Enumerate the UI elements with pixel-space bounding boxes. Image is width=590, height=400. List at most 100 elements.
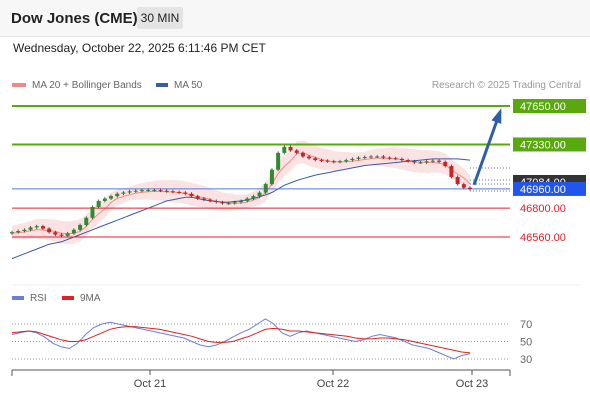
candle-body — [325, 160, 330, 162]
candle-body — [90, 206, 95, 218]
candle-body — [22, 229, 27, 231]
level-tag-bg-47330.00 — [513, 137, 586, 152]
candle-body — [158, 190, 163, 192]
legend-rsi-ma: 9MA — [62, 293, 101, 304]
candle-body — [288, 146, 293, 151]
candle-body — [239, 200, 243, 203]
candle-body — [412, 161, 417, 163]
candle-body — [183, 192, 188, 194]
rsi-tick-30: 30 — [520, 354, 532, 366]
level-tag-46560.00: 46560.00 — [520, 232, 566, 244]
timeframe-badge[interactable]: 30 MIN — [137, 7, 183, 29]
candle-body — [350, 158, 355, 161]
rsi-ma-swatch — [62, 296, 74, 301]
candle-body — [269, 169, 274, 185]
candle-body — [16, 230, 21, 233]
candle-body — [59, 234, 64, 236]
legend-ma50: MA 50 — [156, 80, 202, 91]
candle-body — [430, 160, 435, 162]
candle-body — [282, 146, 287, 153]
rsi-tick-70: 70 — [520, 319, 532, 331]
candle-body — [133, 190, 138, 192]
candle-body — [164, 190, 169, 192]
candle-body — [406, 160, 411, 162]
level-tag-bg-47650.00 — [513, 99, 586, 113]
candle-body — [362, 157, 367, 159]
candle-body — [245, 198, 250, 201]
candle-body — [338, 161, 343, 163]
legend-rsi: RSI — [12, 293, 47, 304]
candle-body — [263, 184, 268, 193]
candle-body — [276, 152, 281, 170]
candle-body — [220, 202, 225, 204]
candle-body — [387, 157, 392, 159]
level-tag-46800.00: 46800.00 — [520, 203, 566, 215]
candle-body — [368, 156, 373, 158]
candle-body — [307, 156, 312, 159]
rsi-series-9MA — [11, 326, 471, 354]
rsi-label: RSI — [30, 293, 47, 304]
candle-body — [437, 160, 442, 162]
candle-body — [356, 157, 361, 159]
instrument-title: Dow Jones (CME) — [11, 10, 138, 27]
rsi-ma-label: 9MA — [80, 293, 101, 304]
rsi-tick-50: 50 — [520, 337, 532, 349]
candle-body — [201, 198, 206, 200]
ma50-swatch — [156, 83, 168, 88]
candle-body — [189, 193, 194, 197]
candle-body — [226, 203, 231, 205]
x-tick-label-2: Oct 23 — [456, 378, 488, 390]
candle-body — [251, 196, 256, 199]
candle-body — [294, 150, 299, 153]
candle-body — [468, 187, 472, 189]
current-price-tag-bg — [513, 181, 586, 196]
candle-body — [313, 158, 318, 161]
ma20-label: MA 20 + Bollinger Bands — [32, 80, 142, 91]
current-price-tag: 46960.00 — [520, 184, 566, 196]
candle-body — [381, 156, 386, 158]
candle-body — [300, 152, 305, 157]
candle-body — [84, 217, 89, 225]
candle-body — [399, 158, 404, 161]
candle-body — [96, 200, 101, 207]
rsi-swatch — [12, 296, 24, 301]
x-tick-label-0: Oct 21 — [134, 378, 166, 390]
bollinger-band — [12, 140, 470, 245]
candle-body — [170, 191, 175, 193]
candle-body — [28, 227, 33, 230]
candle-body — [344, 160, 349, 162]
candle-body — [455, 176, 460, 185]
chart-header: Dow Jones (CME) 30 MIN — [0, 0, 590, 37]
candle-body — [47, 228, 52, 233]
ma20-swatch — [12, 83, 26, 88]
candle-body — [78, 224, 83, 230]
candle-body — [115, 193, 120, 197]
candle-body — [214, 200, 219, 203]
candle-body — [424, 161, 429, 163]
candle-body — [257, 192, 262, 197]
candle-body — [152, 190, 157, 192]
candle-body — [418, 162, 423, 164]
candle-body — [232, 202, 237, 204]
candle-body — [449, 166, 454, 177]
candle-body — [40, 226, 45, 229]
candle-body — [109, 196, 114, 199]
candle-body — [139, 190, 144, 192]
timestamp: Wednesday, October 22, 2025 6:11:46 PM C… — [13, 41, 266, 55]
candle-body — [10, 232, 14, 234]
candle-body — [443, 161, 448, 167]
candle-body — [195, 196, 200, 199]
level-tag-47330.00: 47330.00 — [520, 139, 566, 151]
candle-body — [53, 232, 58, 235]
forecast-arrow-head — [491, 108, 502, 124]
candle-body — [121, 192, 126, 194]
x-tick-label-1: Oct 22 — [317, 378, 349, 390]
candle-body — [65, 233, 70, 236]
rsi-series-RSI — [11, 318, 471, 360]
candle-body — [208, 199, 213, 201]
candle-body — [177, 191, 182, 193]
forecast-arrow-shaft — [472, 111, 502, 186]
candle-body — [331, 161, 336, 163]
legend-ma20: MA 20 + Bollinger Bands — [12, 80, 142, 91]
